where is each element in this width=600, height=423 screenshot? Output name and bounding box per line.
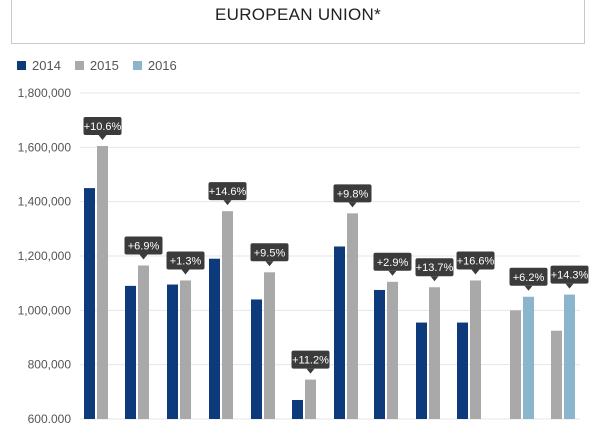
annotation-label: +9.5%	[254, 247, 286, 259]
bar-2015	[429, 287, 440, 419]
y-tick-label: 1,400,000	[18, 195, 72, 209]
bar-2014	[292, 399, 303, 419]
legend: 2014 2015 2016	[17, 57, 191, 73]
y-tick-label: 800,000	[28, 358, 72, 372]
bar-2015	[305, 379, 316, 419]
annotation-label: +11.2%	[292, 355, 329, 367]
annotation-pointer	[471, 269, 480, 275]
bar-2014	[457, 322, 468, 419]
annotation-box	[456, 251, 495, 270]
annotation-box	[83, 116, 122, 135]
annotation-pointer	[306, 368, 315, 374]
annotation-box	[291, 350, 330, 369]
bar-2015	[180, 280, 191, 419]
y-tick-label: 600,000	[28, 412, 72, 423]
annotation-pointer	[565, 283, 574, 289]
bar-2015	[138, 265, 149, 419]
legend-label-2014: 2014	[32, 57, 61, 73]
chart-title: EUROPEAN UNION*	[214, 5, 382, 24]
annotation-pointer	[430, 276, 439, 282]
y-tick-label: 1,200,000	[18, 249, 72, 263]
annotation-box	[415, 258, 454, 277]
bar-2015	[387, 281, 398, 419]
y-tick-label: 1,800,000	[18, 86, 72, 100]
annotation-label: +2.9%	[377, 257, 409, 269]
bar-2015	[347, 213, 358, 419]
annotation-box	[124, 236, 163, 255]
annotation-box	[166, 251, 205, 270]
bar-2014	[251, 299, 262, 419]
bar-2014	[84, 188, 95, 419]
annotation-box	[550, 265, 589, 284]
annotation-pointer	[348, 202, 357, 208]
annotation-pointer	[98, 134, 107, 140]
bar-2015	[551, 330, 562, 419]
legend-label-2016: 2016	[147, 57, 177, 73]
legend-item-2015: 2015	[74, 57, 119, 73]
bar-2015	[510, 310, 521, 419]
legend-swatch-2014	[17, 60, 26, 70]
annotation-label: +6.2%	[513, 272, 545, 284]
annotation-box	[509, 267, 548, 286]
legend-swatch-2015	[74, 60, 84, 70]
annotation-box	[250, 243, 289, 262]
annotation-box	[333, 184, 372, 203]
annotation-label: +14.3%	[551, 270, 589, 282]
annotation-label: +14.6%	[209, 186, 247, 198]
bar-2014	[334, 246, 345, 419]
annotation-pointer	[223, 200, 232, 206]
bar-2016	[523, 296, 534, 419]
bar-2015	[97, 145, 108, 419]
annotation-label: +9.8%	[337, 188, 369, 200]
annotation-pointer	[139, 254, 148, 260]
legend-item-2016: 2016	[132, 57, 177, 73]
annotation-box	[208, 182, 247, 201]
bar-2014	[209, 258, 220, 419]
annotation-label: +10.6%	[84, 121, 122, 133]
annotation-pointer	[265, 261, 274, 267]
y-tick-label: 1,000,000	[18, 303, 72, 317]
legend-item-2014: 2014	[17, 58, 61, 73]
bar-2015	[222, 211, 233, 419]
bar-2014	[416, 322, 427, 419]
legend-label-2015: 2015	[89, 57, 119, 73]
annotation-pointer	[181, 269, 190, 275]
annotation-label: +16.6%	[457, 255, 495, 267]
bar-2014	[167, 284, 178, 419]
annotation-label: +1.3%	[170, 255, 202, 267]
bar-2014	[125, 285, 136, 419]
annotation-pointer	[388, 270, 397, 276]
annotation-box	[373, 252, 412, 271]
chart-title-box: EUROPEAN UNION*	[11, 0, 585, 44]
legend-swatch-2016	[132, 60, 142, 70]
annotation-label: +13.7%	[416, 262, 454, 274]
annotation-pointer	[524, 285, 533, 291]
bar-2015	[470, 280, 481, 419]
bar-2016	[564, 294, 575, 419]
bar-2014	[374, 289, 385, 419]
y-tick-label: 1,600,000	[18, 140, 72, 154]
annotation-label: +6.9%	[128, 241, 160, 253]
bar-2015	[264, 272, 275, 419]
